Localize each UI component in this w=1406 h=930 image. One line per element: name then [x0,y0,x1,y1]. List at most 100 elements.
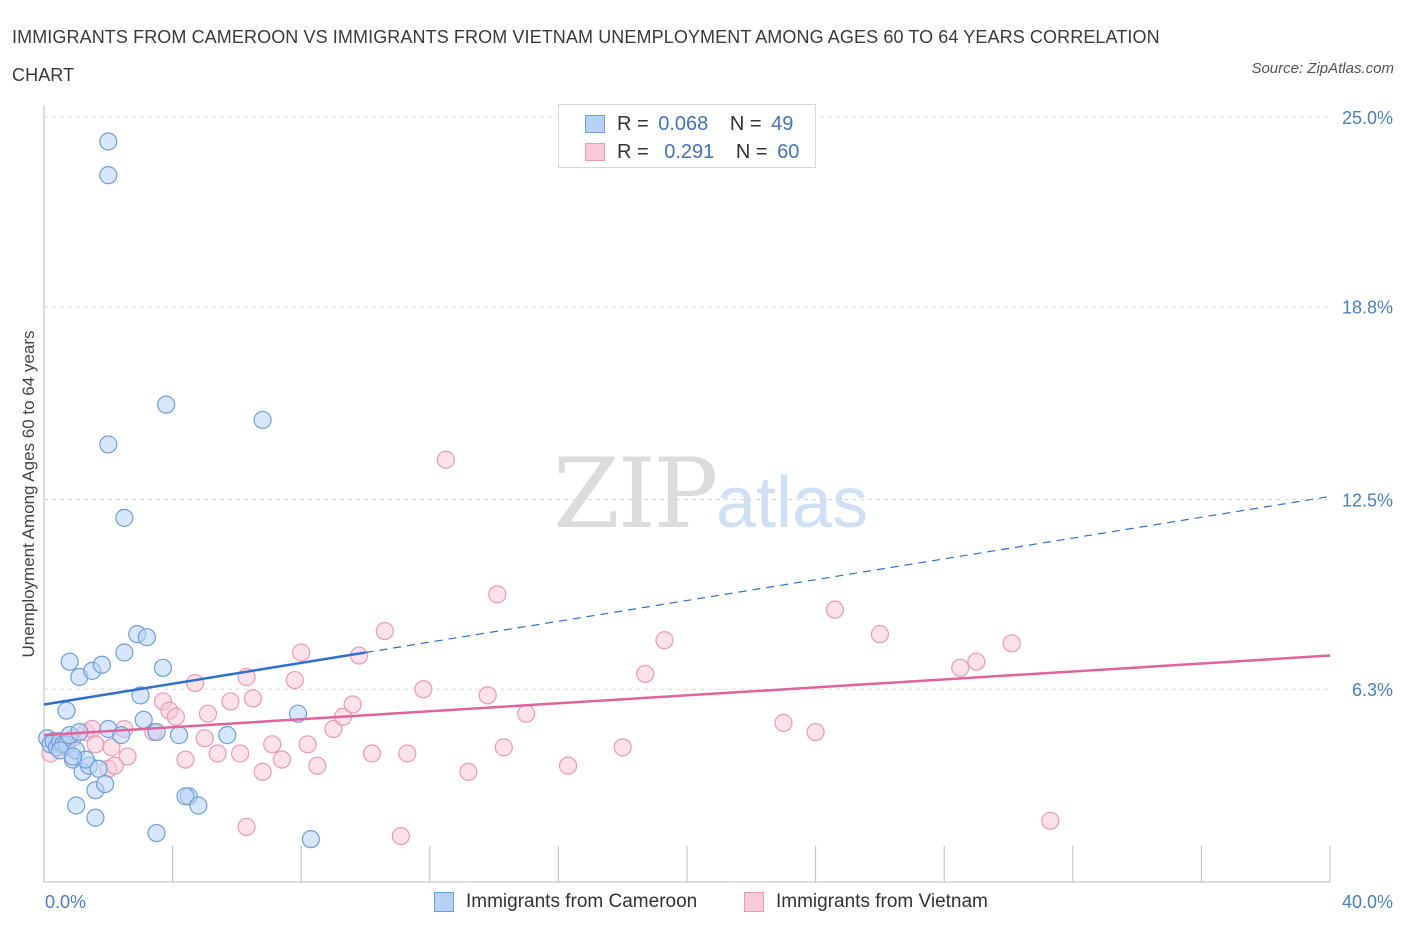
cameroon-point [169,726,189,745]
vietnam-point [86,735,105,754]
y-tick-label: 25.0% [1342,108,1393,128]
gridlines [44,116,1330,690]
vietnam-point [237,817,256,837]
vietnam-point [298,735,317,754]
cameroon-point [99,132,118,151]
cameroon-point [131,686,150,705]
vietnam-point [494,738,513,757]
vietnam-point [398,744,417,763]
y-tick-label: 18.8% [1342,298,1393,318]
series-legend: Immigrants from Cameroon Immigrants from… [0,888,1406,916]
cameroon-point [137,628,156,647]
vietnam-point [285,670,304,690]
cameroon-point [301,830,320,849]
vietnam-point [806,722,825,742]
cameroon-swatch [585,115,605,133]
vietnam-point [517,704,536,723]
vietnam-point [272,750,292,769]
cameroon-trend-line [43,651,366,706]
cameroon-point [253,410,272,430]
cameroon-point [189,796,208,815]
vietnam-trend-line [43,654,1331,737]
trend-lines [43,495,1331,737]
vietnam-point [292,643,311,662]
vietnam-point [176,750,195,769]
cameroon-point [63,747,83,766]
vietnam-point [253,762,272,781]
vietnam-point [243,689,263,708]
vietnam-point [208,744,227,763]
vietnam-point [774,713,793,732]
cameroon-point [60,652,79,671]
r-label: R = [617,141,649,163]
cameroon-point [86,808,105,827]
vietnam-point [195,729,214,748]
vietnam-point [613,738,632,757]
vietnam-point [870,625,890,644]
vietnam-point [118,747,137,766]
vietnam-point [391,826,410,846]
legend-label-vietnam: Immigrants from Vietnam [776,891,988,912]
vietnam-point [221,692,240,711]
cameroon-point [57,701,76,720]
vietnam-point [324,719,343,739]
n-label: N = [735,141,768,163]
vietnam-point [343,695,362,714]
vietnam-point [478,686,497,705]
cameroon-point [153,658,173,677]
n-label: N = [729,113,762,135]
cameroon-point [99,435,118,454]
vietnam-point [459,762,478,781]
data-points [38,132,1060,849]
x-tick-label: 0.0% [45,892,86,912]
cameroon-point [115,643,134,662]
cameroon-point [157,395,176,414]
vietnam-point [436,450,455,469]
cameroon-point [134,710,153,729]
cameroon-point [89,759,108,778]
cameroon-point [176,787,195,806]
vietnam-point [488,585,507,604]
cameroon-point [92,655,111,674]
r-label: R = [617,113,649,135]
vietnam-point [308,756,327,775]
n-value: 49 [771,113,794,135]
vietnam-point [186,673,205,693]
chart-title: IMMIGRANTS FROM CAMEROON VS IMMIGRANTS F… [12,27,1160,85]
cameroon-point [218,726,237,745]
vietnam-point [558,756,578,775]
vietnam-point [166,707,185,726]
y-axis-label: Unemployment Among Ages 60 to 64 years [19,331,38,658]
n-value: 60 [777,141,800,163]
vietnam-point [375,621,394,641]
cameroon-point [147,823,166,843]
y-tick-label: 12.5% [1342,491,1393,511]
vietnam-point [102,738,121,757]
x-tick-label: 40.0% [1342,892,1393,912]
vietnam-point [825,600,844,619]
vietnam-point [655,631,674,650]
vietnam-point [414,680,433,699]
vietnam-point [967,652,986,671]
vietnam-point [263,735,282,754]
r-value: 0.068 [658,113,709,135]
cameroon-swatch [434,892,454,912]
y-tick-labels: 6.3% 12.5% 18.8% 25.0% [1342,108,1393,700]
watermark-atlas: atlas [716,463,868,543]
vietnam-swatch [585,143,605,161]
cameroon-point [147,722,166,742]
source-note: Source: ZipAtlas.com [1251,60,1394,77]
cameroon-point [115,508,134,527]
cameroon-point [95,774,115,794]
vietnam-point [105,756,124,775]
vietnam-swatch [744,892,764,912]
watermark-zip: ZIP [553,438,716,550]
cameroon-point [99,166,118,185]
stats-legend: R = 0.068 N = 49 R = 0.291 N = 60 [558,104,816,168]
cameroon-trend-extension [365,495,1331,654]
vietnam-point [1041,811,1060,830]
cameroon-point [67,796,86,815]
x-tick-labels: 0.0% 40.0% [45,892,1393,912]
r-value: 0.291 [664,141,715,163]
